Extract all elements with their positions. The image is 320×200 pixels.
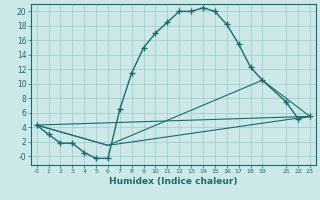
X-axis label: Humidex (Indice chaleur): Humidex (Indice chaleur): [109, 177, 237, 186]
